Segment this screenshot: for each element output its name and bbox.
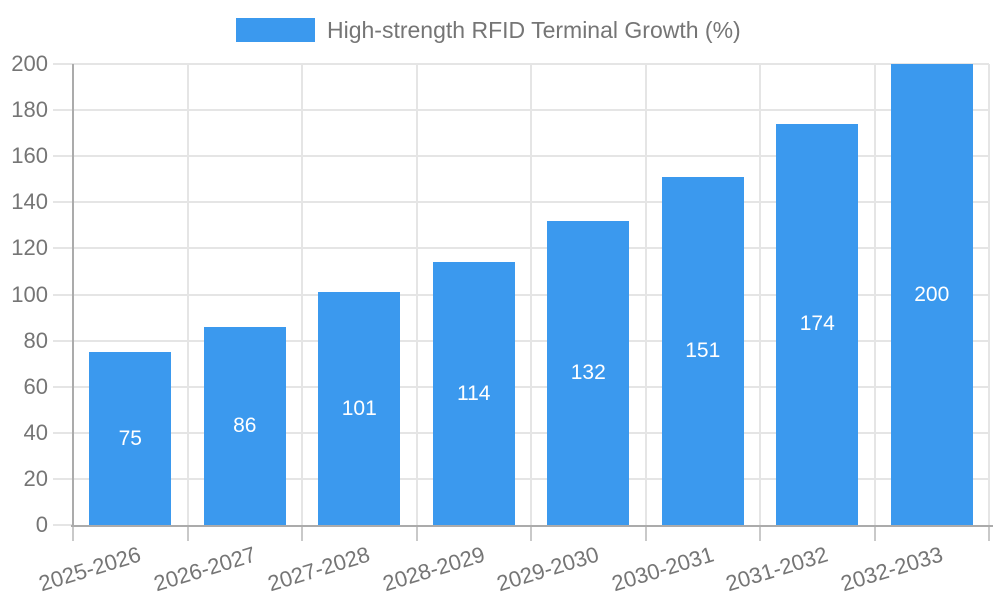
x-axis-tick	[759, 525, 761, 541]
v-gridline	[988, 64, 990, 525]
y-axis-label: 180	[11, 97, 48, 123]
y-axis-label: 60	[23, 373, 48, 399]
y-axis-line	[72, 64, 74, 525]
y-axis-label: 120	[11, 235, 48, 261]
legend-swatch	[236, 18, 315, 42]
bar-value-label: 151	[685, 338, 721, 362]
y-axis-label: 0	[35, 512, 48, 537]
y-axis-tick	[53, 109, 73, 112]
y-axis-tick	[53, 247, 73, 250]
bar-value-label: 86	[233, 413, 257, 437]
x-axis-tick	[186, 525, 189, 541]
v-gridline	[530, 64, 532, 525]
x-axis-label: 2026-2027	[150, 541, 259, 597]
y-axis-tick	[53, 431, 73, 434]
v-gridline	[873, 64, 876, 525]
x-axis-label: 2032-2033	[837, 541, 946, 597]
bar	[89, 352, 172, 525]
x-axis-label: 2027-2028	[264, 541, 373, 597]
y-axis-tick	[53, 201, 73, 204]
x-axis-label: 2025-2026	[35, 541, 144, 597]
x-axis-line	[71, 525, 993, 527]
bar-value-label: 101	[341, 396, 377, 420]
bar-value-label: 200	[914, 282, 950, 306]
x-axis-tick	[644, 525, 647, 541]
x-axis-label: 2029-2030	[493, 541, 602, 597]
bar	[547, 220, 630, 525]
y-axis-tick	[53, 339, 73, 342]
v-gridline	[644, 64, 647, 525]
y-axis-tick	[53, 63, 73, 65]
bar-value-label: 114	[457, 381, 491, 405]
x-axis-tick	[72, 525, 74, 541]
x-axis-label: 2031-2032	[722, 541, 831, 597]
y-axis-label: 80	[23, 327, 48, 353]
y-axis-tick	[53, 477, 73, 480]
y-axis-tick	[53, 524, 73, 526]
legend-label: High-strength RFID Terminal Growth (%)	[327, 17, 741, 43]
y-axis-label: 160	[11, 143, 48, 169]
x-axis-tick	[873, 525, 876, 541]
bar	[432, 262, 515, 525]
bar	[661, 176, 744, 525]
bar	[890, 64, 973, 525]
bar-value-label: 174	[799, 312, 835, 336]
y-axis-label: 20	[23, 465, 48, 491]
y-axis-tick	[53, 293, 73, 296]
bar-value-label: 75	[118, 426, 142, 450]
v-gridline	[759, 64, 761, 525]
bar	[203, 326, 286, 525]
chart-legend: High-strength RFID Terminal Growth (%)	[236, 16, 741, 44]
x-axis-tick	[988, 525, 990, 541]
x-axis-tick	[530, 525, 532, 541]
y-axis-label: 100	[11, 281, 48, 307]
v-gridline	[415, 64, 418, 525]
x-axis-tick	[301, 525, 303, 541]
y-axis-label: 40	[23, 419, 48, 445]
y-axis-label: 200	[11, 51, 48, 76]
bar	[318, 292, 401, 525]
y-axis-label: 140	[11, 189, 48, 215]
bar	[776, 123, 859, 525]
x-axis-tick	[415, 525, 418, 541]
v-gridline	[186, 64, 189, 525]
y-axis-tick	[53, 155, 73, 158]
y-axis-tick	[53, 385, 73, 388]
bar-value-label: 132	[570, 360, 606, 384]
v-gridline	[301, 64, 303, 525]
x-axis-label: 2028-2029	[379, 541, 488, 597]
x-axis-label: 2030-2031	[608, 541, 717, 597]
